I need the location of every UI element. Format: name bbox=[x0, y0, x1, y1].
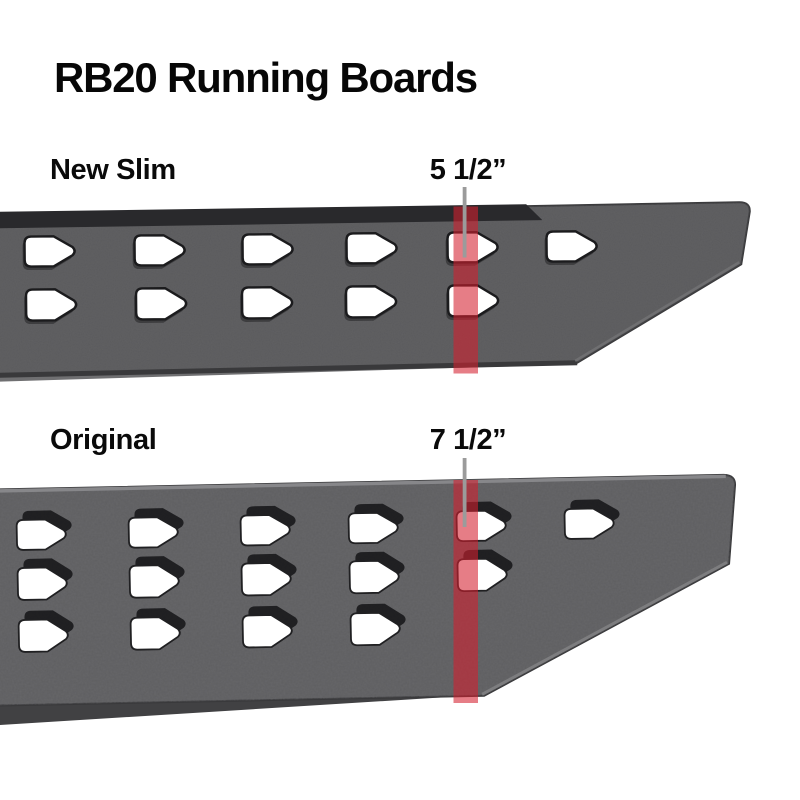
cutout-hole bbox=[127, 516, 179, 549]
cutout-hole bbox=[16, 566, 68, 601]
board-illustration-new-slim bbox=[0, 187, 752, 382]
board-texture bbox=[0, 474, 740, 706]
measurement-label-new-slim: 5 1/2” bbox=[429, 154, 507, 186]
cutout-hole bbox=[344, 285, 398, 319]
board-top-bevel bbox=[0, 474, 726, 493]
cutout-hole bbox=[128, 564, 180, 599]
board-label-new-slim: New Slim bbox=[50, 154, 176, 186]
cutout-hole bbox=[345, 232, 398, 265]
cutout-hole bbox=[15, 518, 67, 551]
cutout-hole bbox=[133, 234, 186, 267]
cutout-hole bbox=[545, 230, 598, 263]
cutout-hole bbox=[563, 507, 615, 540]
cutout-hole bbox=[239, 514, 291, 547]
board-taper-bevel bbox=[481, 561, 728, 696]
page-title: RB20 Running Boards bbox=[54, 54, 478, 101]
board-texture bbox=[0, 202, 752, 376]
cutout-hole bbox=[348, 559, 400, 595]
board-bottom-edge bbox=[0, 360, 578, 378]
cutout-hole bbox=[241, 614, 293, 649]
cutout-hole bbox=[241, 233, 294, 266]
board-top-rail bbox=[0, 204, 543, 229]
hole-pattern bbox=[15, 499, 620, 653]
cutout-hole bbox=[240, 562, 292, 597]
cutout-hole bbox=[240, 286, 294, 320]
cutout-hole bbox=[349, 611, 401, 647]
measurement-pointer-line bbox=[462, 187, 467, 258]
board-taper-bevel bbox=[574, 261, 740, 362]
original-board-group bbox=[0, 473, 740, 726]
cutout-hole bbox=[347, 511, 399, 545]
cutout-hole bbox=[17, 618, 69, 653]
cutout-hole bbox=[23, 235, 76, 268]
cutout-hole bbox=[24, 288, 78, 322]
new-slim-board-group bbox=[0, 201, 752, 382]
cutout-hole bbox=[129, 616, 181, 651]
hole-pattern bbox=[22, 230, 598, 325]
measurement-label-original: 7 1/2” bbox=[429, 424, 507, 456]
measurement-pointer-line bbox=[462, 458, 467, 527]
cutout-hole bbox=[134, 287, 188, 321]
board-illustration-original bbox=[0, 458, 740, 726]
board-label-original: Original bbox=[50, 424, 157, 456]
